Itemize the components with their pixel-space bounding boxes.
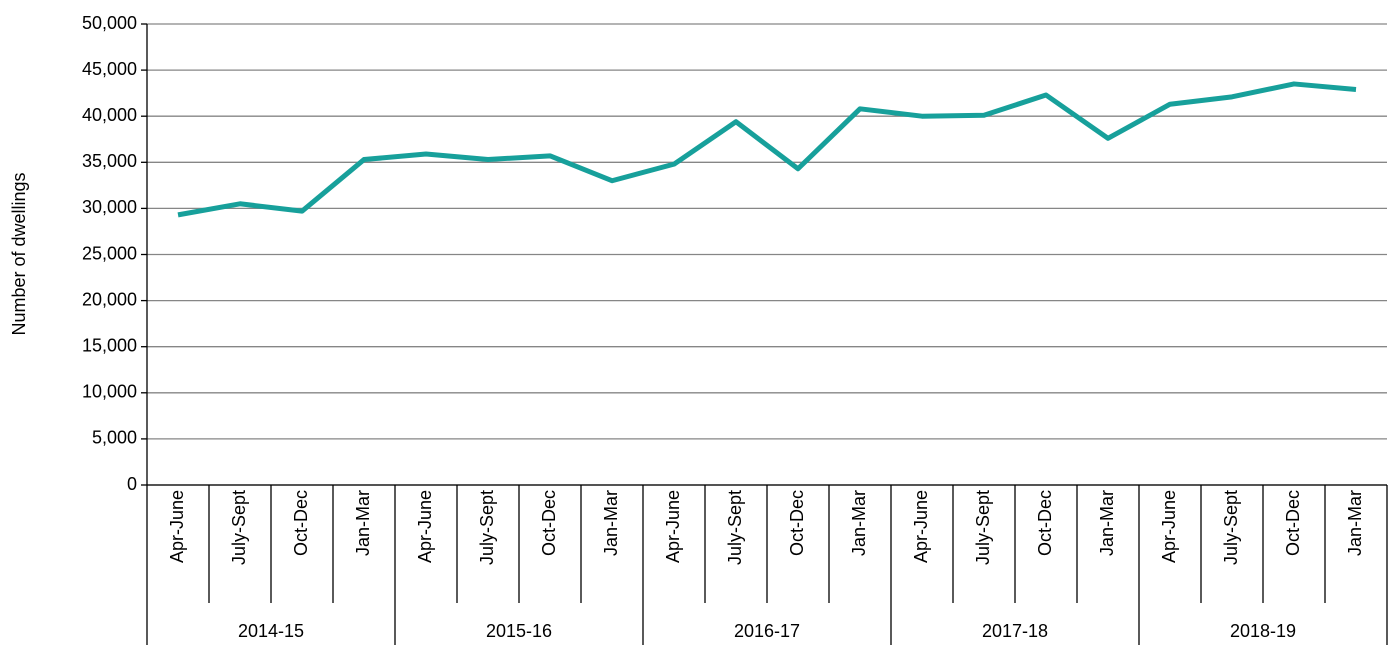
- group-label: 2017-18: [982, 621, 1048, 641]
- y-tick-label: 30,000: [82, 197, 137, 217]
- x-tick-label: Jan-Mar: [353, 490, 373, 556]
- y-axis-title: Number of dwellings: [9, 172, 29, 335]
- x-tick-label: Jan-Mar: [1097, 490, 1117, 556]
- x-tick-label: Oct-Dec: [291, 490, 311, 556]
- y-tick-label: 10,000: [82, 382, 137, 402]
- x-tick-label: July-Sept: [477, 490, 497, 565]
- y-tick-label: 40,000: [82, 105, 137, 125]
- x-tick-label: July-Sept: [1221, 490, 1241, 565]
- x-tick-label: Oct-Dec: [787, 490, 807, 556]
- x-tick-label: Jan-Mar: [601, 490, 621, 556]
- x-tick-label: Apr-June: [1159, 490, 1179, 563]
- y-tick-label: 45,000: [82, 59, 137, 79]
- group-label: 2014-15: [238, 621, 304, 641]
- x-tick-label: Oct-Dec: [539, 490, 559, 556]
- x-tick-label: July-Sept: [725, 490, 745, 565]
- x-tick-label: Apr-June: [167, 490, 187, 563]
- y-tick-label: 35,000: [82, 151, 137, 171]
- y-tick-label: 20,000: [82, 289, 137, 309]
- y-tick-label: 5,000: [92, 428, 137, 448]
- x-tick-label: Jan-Mar: [1345, 490, 1365, 556]
- group-label: 2015-16: [486, 621, 552, 641]
- x-tick-label: Apr-June: [415, 490, 435, 563]
- x-tick-label: Apr-June: [663, 490, 683, 563]
- x-tick-label: July-Sept: [973, 490, 993, 565]
- x-tick-label: Jan-Mar: [849, 490, 869, 556]
- x-tick-label: Oct-Dec: [1283, 490, 1303, 556]
- group-label: 2016-17: [734, 621, 800, 641]
- x-tick-label: July-Sept: [229, 490, 249, 565]
- x-tick-label: Apr-June: [911, 490, 931, 563]
- data-line: [177, 81, 1357, 218]
- y-tick-label: 15,000: [82, 335, 137, 355]
- y-tick-label: 25,000: [82, 243, 137, 263]
- group-label: 2018-19: [1230, 621, 1296, 641]
- y-tick-label: 0: [127, 474, 137, 494]
- x-tick-label: Oct-Dec: [1035, 490, 1055, 556]
- y-tick-label: 50,000: [82, 13, 137, 33]
